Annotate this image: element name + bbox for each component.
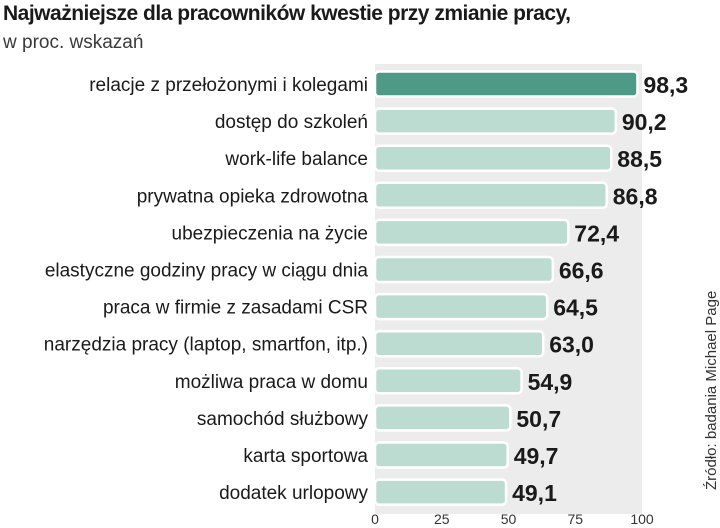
value-label: 98,3 — [643, 72, 688, 98]
bar — [373, 329, 545, 358]
bar — [373, 255, 555, 284]
category-label: karta sportowa — [243, 446, 368, 467]
value-label: 86,8 — [613, 183, 658, 209]
x-tick-label: 25 — [434, 511, 450, 527]
source-note: Źródło: badania Michael Page — [703, 290, 720, 490]
value-label: 49,1 — [512, 480, 557, 506]
chart-title: Najważniejsze dla pracowników kwestie pr… — [3, 2, 571, 25]
value-label: 72,4 — [574, 220, 619, 246]
value-label: 54,9 — [528, 369, 573, 395]
value-label: 66,6 — [559, 258, 604, 284]
category-label: narzędzia pracy (laptop, smartfon, itp.) — [44, 335, 368, 356]
category-label: ubezpieczenia na życie — [172, 223, 368, 244]
x-tick-label: 50 — [501, 511, 517, 527]
bar — [373, 478, 508, 506]
value-label: 90,2 — [622, 109, 667, 135]
x-tick-label: 75 — [567, 511, 583, 527]
value-label: 50,7 — [516, 406, 561, 432]
bar — [373, 404, 512, 432]
x-tick-label: 0 — [371, 511, 379, 527]
value-label: 64,5 — [553, 295, 598, 321]
category-label: relacje z przełożonymi i kolegami — [89, 75, 368, 96]
bar — [373, 144, 613, 172]
category-label: dostęp do szkoleń — [215, 112, 368, 133]
bar — [373, 70, 639, 98]
bar — [373, 292, 549, 321]
bars-layer — [373, 70, 639, 506]
bar — [373, 218, 570, 247]
category-label: możliwa praca w domu — [175, 372, 368, 393]
category-label: work-life balance — [224, 149, 368, 170]
value-label: 63,0 — [549, 332, 594, 358]
chart-subtitle: w proc. wskazań — [3, 32, 144, 53]
category-label: samochód służbowy — [197, 409, 369, 430]
category-label: dodatek urlopowy — [219, 483, 368, 504]
labels-layer: relacje z przełożonymi i kolegami 98,3 dos… — [44, 72, 688, 506]
bar — [373, 181, 609, 210]
category-label: prywatna opieka zdrowotna — [137, 186, 369, 207]
value-label: 88,5 — [617, 146, 662, 172]
bar — [373, 367, 523, 395]
x-axis-ticks: 0 25 50 75 100 — [371, 511, 654, 527]
value-label: 49,7 — [514, 443, 559, 469]
chart-background-band — [375, 64, 642, 514]
category-label: elastyczne godziny pracy w ciągu dnia — [45, 261, 369, 282]
category-label: praca w firmie z zasadami CSR — [103, 298, 368, 319]
bar — [373, 107, 618, 135]
bar — [373, 441, 509, 469]
x-tick-label: 100 — [630, 511, 654, 527]
